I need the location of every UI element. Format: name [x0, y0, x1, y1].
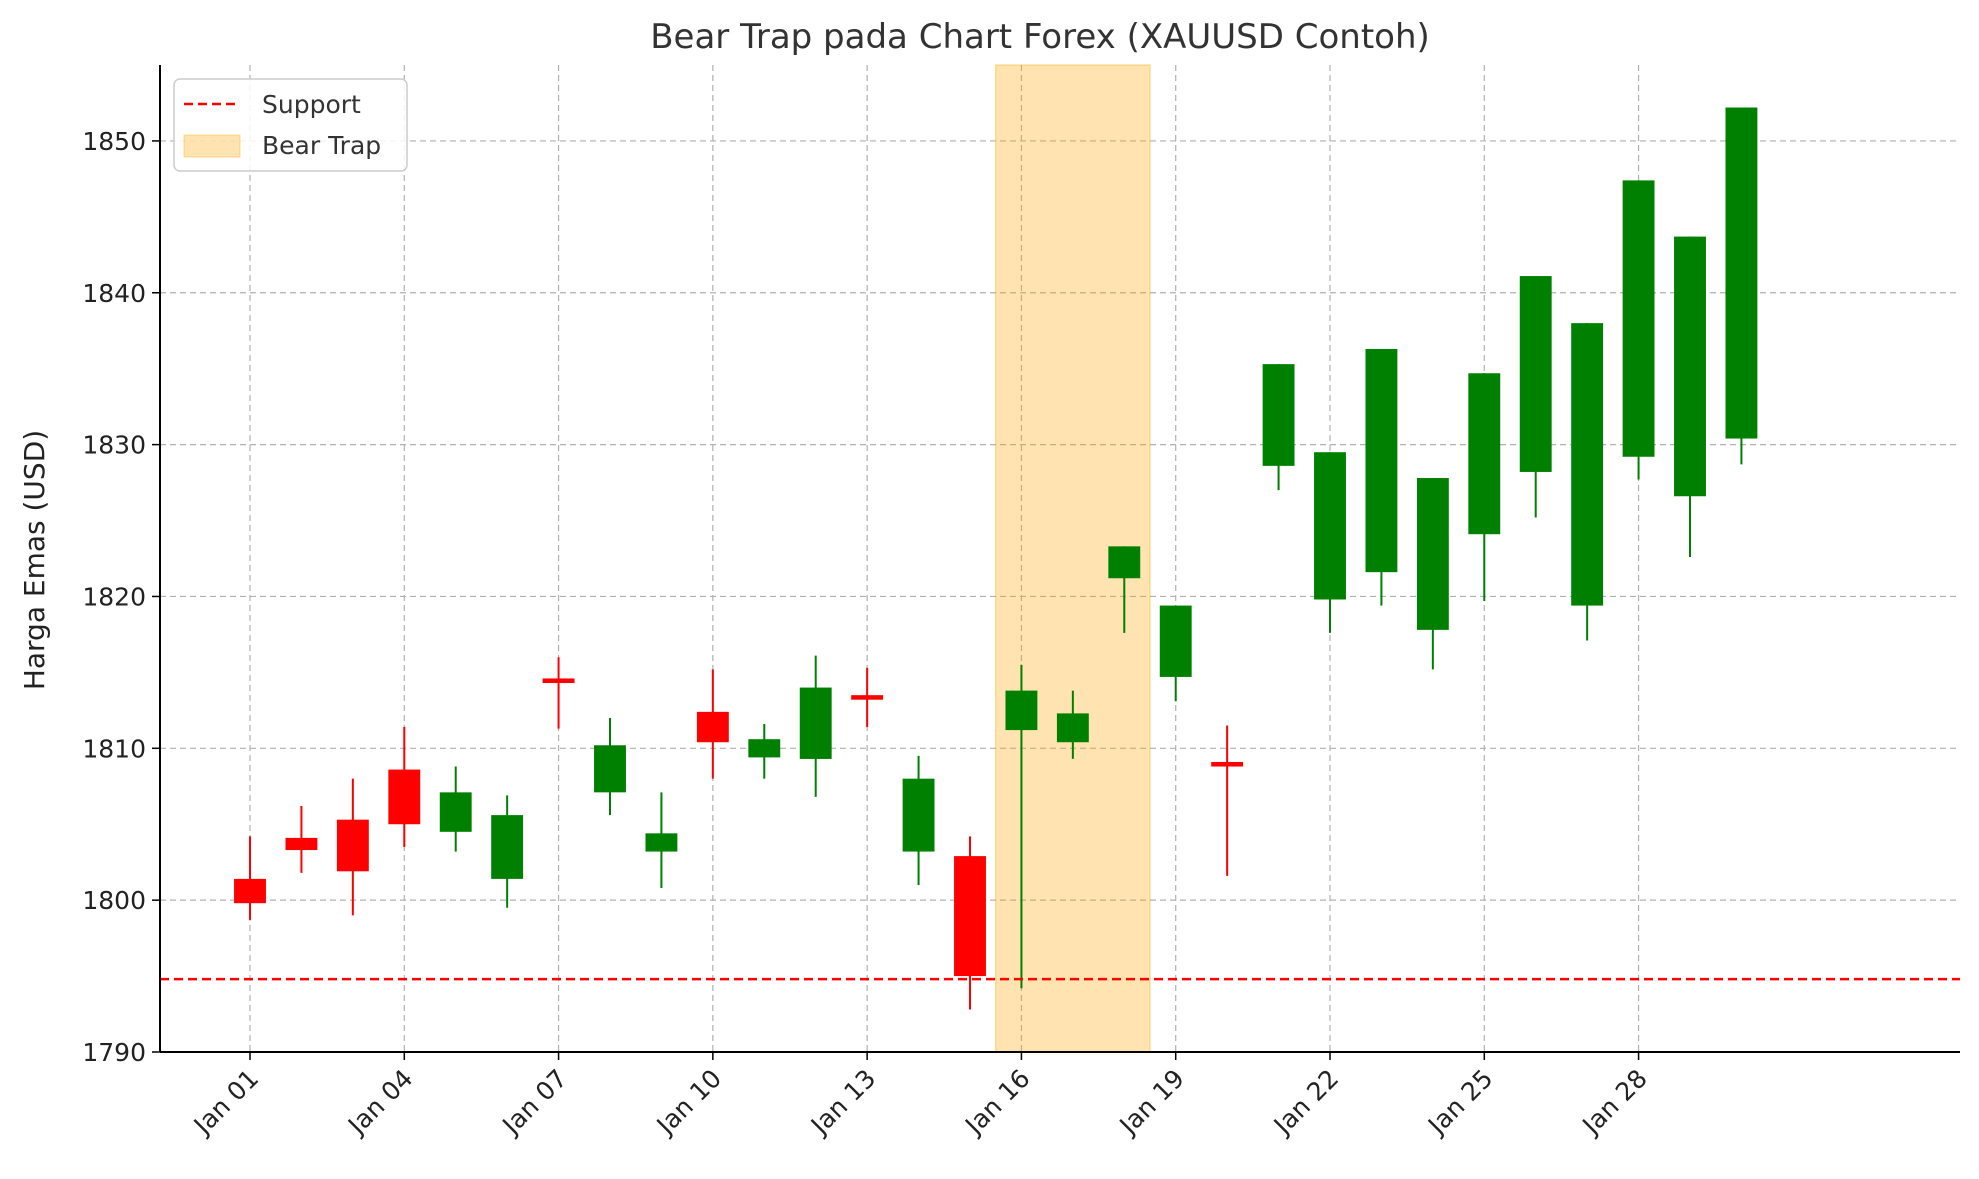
x-tick-label: Jan 25	[1421, 1064, 1498, 1141]
x-tick-label: Jan 07	[496, 1064, 573, 1141]
candle	[902, 755, 935, 885]
candle-body	[1056, 713, 1089, 743]
legend-frame	[173, 78, 408, 172]
y-tick-label: 1790	[82, 1038, 146, 1067]
candle-body	[388, 769, 421, 825]
candle-body	[851, 695, 884, 700]
candle-body	[594, 745, 626, 793]
candle-body	[1674, 236, 1706, 497]
candle	[645, 792, 678, 889]
candle-body	[1519, 276, 1552, 472]
candle	[336, 778, 369, 916]
candle	[542, 657, 575, 729]
candle-body	[542, 678, 575, 684]
candle-body	[1159, 605, 1192, 677]
candle-body	[1571, 323, 1604, 606]
x-tick-label: Jan 22	[1267, 1064, 1344, 1141]
candle	[1005, 664, 1038, 989]
candle	[1159, 605, 1192, 702]
candle-body	[1262, 364, 1295, 466]
candle	[491, 795, 524, 908]
candle-body	[285, 837, 318, 851]
candle-body	[1365, 348, 1398, 573]
candle-body	[902, 778, 935, 852]
candle	[1468, 373, 1501, 602]
candle	[1108, 546, 1141, 633]
candle	[1211, 725, 1244, 876]
legend-bear-trap-swatch	[183, 134, 241, 158]
candle-body	[439, 792, 472, 832]
candle	[1056, 690, 1089, 759]
candle-body	[954, 856, 986, 977]
y-tick-label: 1810	[82, 734, 146, 763]
y-tick-label: 1850	[82, 127, 146, 156]
candle	[1674, 236, 1706, 557]
candle	[1416, 478, 1449, 670]
candle-body	[1468, 373, 1501, 535]
legend-support-label: Support	[262, 90, 361, 119]
candle-body	[234, 878, 266, 904]
y-tick-label: 1800	[82, 886, 146, 915]
x-tick-label: Jan 10	[650, 1064, 727, 1141]
candle	[1365, 348, 1398, 606]
candle	[285, 806, 318, 873]
x-tick-label: Jan 16	[958, 1064, 1035, 1141]
x-tick-label: Jan 04	[341, 1064, 418, 1141]
x-tick-label: Jan 13	[804, 1064, 881, 1141]
chart-title: Bear Trap pada Chart Forex (XAUUSD Conto…	[650, 17, 1430, 57]
candle-body	[1108, 546, 1141, 579]
candle	[1571, 323, 1604, 641]
candle	[954, 836, 986, 1010]
candle	[1725, 107, 1758, 465]
candle-body	[336, 819, 369, 872]
candle-body	[696, 711, 729, 743]
candle-body	[1416, 478, 1449, 630]
legend: Support Bear Trap	[173, 78, 408, 172]
x-tick-label: Jan 28	[1576, 1064, 1653, 1141]
candle	[748, 724, 781, 779]
candle	[1519, 276, 1552, 518]
legend-bear-trap-label: Bear Trap	[262, 131, 381, 160]
candle-body	[748, 739, 781, 758]
candle-body	[1725, 107, 1758, 439]
y-tick-label: 1840	[82, 279, 146, 308]
candle	[1314, 452, 1346, 633]
candle	[1622, 180, 1655, 480]
axes	[152, 65, 1960, 1060]
candle-body	[645, 833, 678, 852]
candle	[594, 717, 626, 816]
candle-body	[799, 687, 832, 759]
candle-body	[1622, 180, 1655, 457]
candle-body	[1005, 690, 1038, 731]
candle	[234, 836, 266, 920]
y-tick-label: 1820	[82, 582, 146, 611]
x-tick-label: Jan 01	[187, 1064, 264, 1141]
candle	[851, 667, 884, 728]
candle	[696, 669, 729, 779]
candle	[439, 766, 472, 852]
x-tick-label: Jan 19	[1113, 1064, 1190, 1141]
candle-body	[1314, 452, 1346, 600]
candle	[1262, 364, 1295, 491]
y-axis-label: Harga Emas (USD)	[18, 430, 51, 690]
y-tick-label: 1830	[82, 431, 146, 460]
candle	[799, 655, 832, 797]
candle-body	[1211, 761, 1244, 767]
candle-body	[491, 815, 524, 879]
candles	[234, 107, 1758, 1010]
candle	[388, 727, 421, 848]
